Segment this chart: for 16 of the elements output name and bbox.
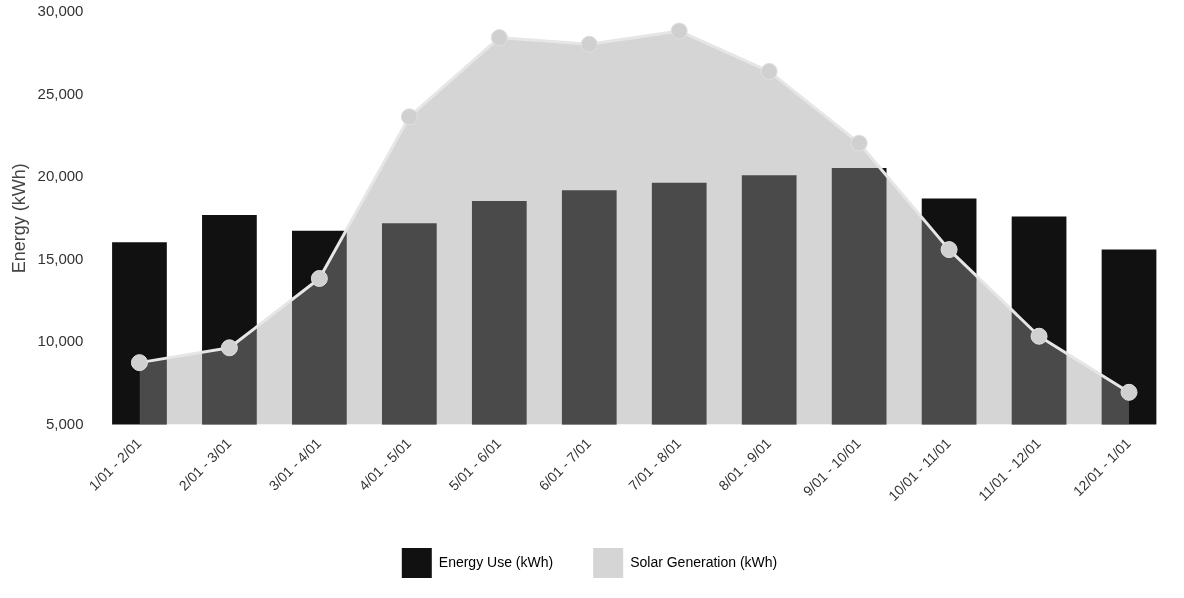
x-tick-label: 4/01 - 5/01 bbox=[355, 434, 415, 494]
x-tick-label: 5/01 - 6/01 bbox=[445, 434, 505, 494]
x-tick-label: 2/01 - 3/01 bbox=[175, 434, 235, 494]
y-tick-label: 5,000 bbox=[45, 414, 84, 432]
x-tick-label: 6/01 - 7/01 bbox=[535, 434, 595, 494]
x-tick-label: 7/01 - 8/01 bbox=[625, 434, 685, 494]
legend-label: Energy Use (kWh) bbox=[438, 553, 554, 570]
x-tick-label: 3/01 - 4/01 bbox=[265, 434, 325, 494]
legend-label: Solar Generation (kWh) bbox=[630, 553, 778, 570]
y-tick-label: 30,000 bbox=[37, 2, 84, 20]
x-tick-label: 8/01 - 9/01 bbox=[715, 434, 775, 494]
y-tick-label: 15,000 bbox=[37, 249, 84, 267]
y-tick-label: 20,000 bbox=[37, 167, 84, 185]
y-tick-label: 10,000 bbox=[37, 332, 84, 350]
y-axis-title: Energy (kWh) bbox=[8, 163, 29, 274]
y-tick-label: 25,000 bbox=[37, 84, 84, 102]
